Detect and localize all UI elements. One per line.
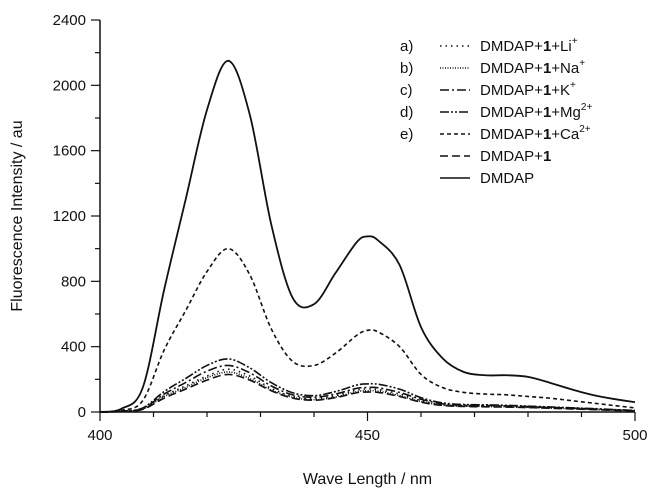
series-line-5 [99, 373, 636, 413]
legend-label: DMDAP+1+Mg2+ [480, 102, 592, 121]
y-tick-label: 2000 [53, 77, 86, 94]
series-line-3 [99, 358, 636, 413]
y-tick-label: 0 [78, 404, 86, 421]
x-tick-label: 500 [622, 427, 647, 444]
y-tick-label: 1200 [53, 208, 86, 225]
x-ticks: 400 450 500 [87, 412, 648, 444]
y-axis-title: Fluorescence Intensity / au [9, 120, 26, 311]
y-tick-label: 1600 [53, 143, 86, 160]
legend-label: DMDAP+1+Ca2+ [480, 124, 591, 143]
legend-label: DMDAP+1+Na+ [480, 58, 585, 77]
x-tick-label: 400 [87, 427, 112, 444]
legend-label: DMDAP+1+Li+ [480, 36, 578, 55]
legend: a) DMDAP+1+Li+ b) DMDAP+1+Na+ c) DMDAP+1+K+ d)… [400, 36, 592, 187]
series-line-6 [99, 59, 636, 413]
legend-prefix: d) [400, 104, 413, 121]
legend-label: DMDAP [480, 170, 534, 187]
axes [99, 20, 635, 413]
series-line-1 [99, 371, 636, 413]
legend-label: DMDAP+1 [480, 148, 551, 165]
series-line-4 [99, 247, 636, 413]
y-ticks: 0 400 800 1200 1600 2000 2400 [53, 12, 100, 421]
legend-prefix: a) [400, 38, 413, 55]
legend-prefix: b) [400, 60, 413, 77]
y-tick-label: 2400 [53, 12, 86, 29]
x-tick-label: 450 [355, 427, 380, 444]
y-tick-label: 800 [61, 273, 86, 290]
legend-label: DMDAP+1+K+ [480, 80, 576, 99]
legend-prefix: e) [400, 126, 413, 143]
legend-prefix: c) [400, 82, 413, 99]
series-line-2 [99, 364, 636, 413]
series-lines [99, 59, 636, 413]
x-axis-title: Wave Length / nm [303, 471, 432, 488]
y-tick-label: 400 [61, 339, 86, 356]
